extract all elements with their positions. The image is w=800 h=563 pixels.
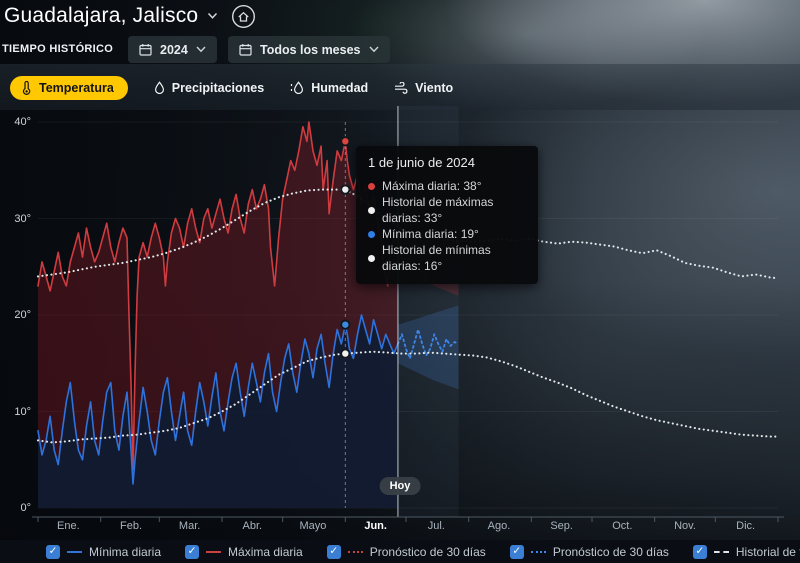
x-axis-label: Sep.: [550, 520, 573, 532]
thermometer-icon: [22, 80, 31, 95]
history-controls: TIEMPO HISTÓRICO 2024 Todos los meses: [0, 36, 800, 64]
calendar-icon: [239, 44, 252, 56]
hover-marker: [340, 136, 351, 147]
checked-checkbox[interactable]: ✓: [185, 544, 200, 559]
tooltip-row-label: Historial de máximas diarias: 33°: [382, 195, 494, 225]
min-confidence-band: [397, 305, 459, 390]
tooltip-row-label: Mínima diaria: 19°: [382, 227, 479, 241]
tab-label: Humedad: [311, 80, 369, 95]
hover-marker: [340, 184, 351, 195]
x-axis-label: Feb.: [119, 520, 143, 532]
min-daily-bullet: [368, 230, 375, 238]
tab-label: Temperatura: [39, 80, 114, 95]
legend-bar: ✓ Mínima diaria ✓ Máxima diaria ✓ Pronóstico …: [0, 540, 800, 563]
y-axis-label: 40°: [14, 116, 31, 128]
checked-checkbox[interactable]: ✓: [692, 544, 707, 559]
legend-swatch: [530, 550, 546, 553]
legend-swatch: [206, 550, 222, 553]
hover-marker: [340, 348, 351, 359]
year-value: 2024: [160, 42, 188, 57]
legend-label: Historial de temperaturas ...: [735, 544, 800, 559]
tab-humedad[interactable]: Humedad: [290, 81, 368, 95]
chart-tooltip: 1 de junio de 2024 Máxima diaria: 38° Hi…: [356, 146, 538, 284]
wind-icon: [395, 81, 408, 94]
tab-precipitaciones[interactable]: Precipitaciones: [154, 81, 264, 95]
tab-label: Viento: [415, 80, 454, 95]
x-axis-label: Dic.: [736, 520, 756, 532]
historical-max-bullet: [368, 206, 375, 214]
min-daily-area: [38, 315, 398, 508]
checked-checkbox[interactable]: ✓: [46, 544, 60, 559]
tooltip-row: Máxima diaria: 38°: [368, 178, 526, 194]
legend-label: Mínima diaria: [89, 544, 162, 559]
legend-item: ✓ Máxima diaria: [185, 544, 303, 559]
humidity-icon: [291, 81, 304, 94]
x-axis-label: Abr.: [242, 520, 263, 532]
tooltip-row-label: Máxima diaria: 38°: [382, 179, 482, 193]
tab-viento[interactable]: Viento: [394, 81, 453, 95]
series-min-daily: [37, 314, 399, 485]
tooltip-date: 1 de junio de 2024: [368, 155, 475, 170]
tooltip-row: Historial de máximas diarias: 33°: [368, 194, 526, 226]
tab-row-background: [0, 64, 800, 110]
y-axis-label: 0°: [20, 502, 31, 514]
location-name[interactable]: Guadalajara, Jalisco: [4, 4, 199, 27]
x-axis-label: Mayo: [299, 520, 327, 532]
legend-item: ✓ Historial de temperaturas ...: [692, 544, 800, 559]
x-axis-label: Jul.: [427, 520, 445, 532]
tooltip-row-label: Historial de mínimas diarias: 16°: [382, 243, 491, 273]
max-daily-bullet: [368, 182, 375, 190]
legend-item: ✓ Mínima diaria: [46, 544, 162, 559]
year-dropdown[interactable]: 2024: [128, 36, 217, 63]
x-axis-label: Mar.: [178, 520, 201, 532]
tooltip-row: Mínima diaria: 19°: [368, 226, 526, 242]
x-axis-label: Oct.: [612, 520, 633, 532]
legend-item: ✓ Pronóstico de 30 días: [509, 544, 669, 559]
y-axis-label: 10°: [14, 405, 31, 418]
series-historical-min: [36, 350, 780, 444]
chevron-down-icon: [368, 46, 379, 53]
today-badge: Hoy: [379, 477, 421, 495]
x-axis-label: Nov.: [674, 520, 696, 532]
legend-swatch: [347, 550, 363, 553]
legend-swatch: [67, 550, 82, 553]
legend-label: Pronóstico de 30 días: [552, 544, 669, 559]
legend-swatch: [713, 550, 729, 553]
legend-item: ✓ Pronóstico de 30 días: [326, 544, 486, 559]
months-filter-value: Todos los meses: [260, 42, 361, 57]
chevron-down-icon: [196, 46, 206, 53]
checked-checkbox[interactable]: ✓: [509, 544, 524, 559]
home-icon[interactable]: [231, 4, 256, 29]
legend-label: Pronóstico de 30 días: [369, 544, 486, 559]
x-axis-label: Jun.: [364, 520, 387, 532]
section-title: TIEMPO HISTÓRICO: [2, 43, 114, 55]
droplet-icon: [154, 81, 164, 94]
weather-metric-tabs: Temperatura Precipitaciones Humedad Vien…: [10, 75, 453, 100]
y-axis-label: 20°: [14, 309, 31, 321]
checked-checkbox[interactable]: ✓: [326, 544, 341, 559]
location-header: Guadalajara, Jalisco: [4, 0, 256, 32]
months-filter-dropdown[interactable]: Todos los meses: [228, 36, 390, 63]
hover-marker: [340, 319, 351, 330]
tab-label: Precipitaciones: [171, 80, 265, 95]
historical-min-bullet: [368, 254, 375, 262]
y-axis-label: 30°: [14, 212, 31, 225]
calendar-icon: [139, 44, 152, 56]
legend-label: Máxima diaria: [228, 544, 303, 559]
series-min-forecast-30d: [397, 328, 460, 360]
tooltip-row: Historial de mínimas diarias: 16°: [368, 242, 526, 274]
tab-temperatura[interactable]: Temperatura: [10, 75, 128, 100]
x-axis-label: Ago.: [487, 520, 511, 532]
chevron-down-icon[interactable]: [207, 7, 218, 25]
x-axis-label: Ene.: [56, 520, 80, 532]
series-max-daily: [37, 121, 399, 471]
